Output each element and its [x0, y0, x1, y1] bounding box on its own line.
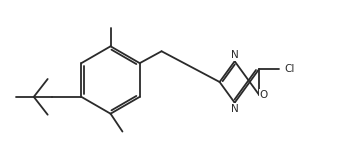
Text: N: N	[231, 104, 238, 114]
Text: Cl: Cl	[285, 64, 295, 74]
Text: O: O	[259, 90, 267, 100]
Text: N: N	[231, 50, 238, 60]
